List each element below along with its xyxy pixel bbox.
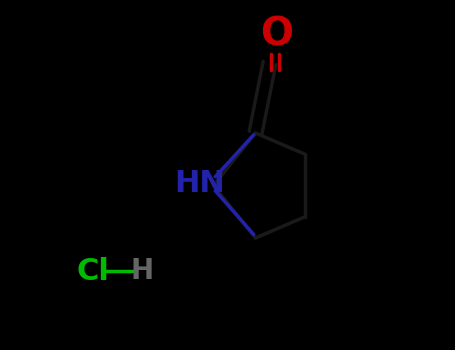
- Text: O: O: [260, 16, 293, 54]
- Text: H: H: [130, 257, 153, 285]
- Text: Cl: Cl: [76, 257, 109, 286]
- Text: HN: HN: [174, 169, 225, 198]
